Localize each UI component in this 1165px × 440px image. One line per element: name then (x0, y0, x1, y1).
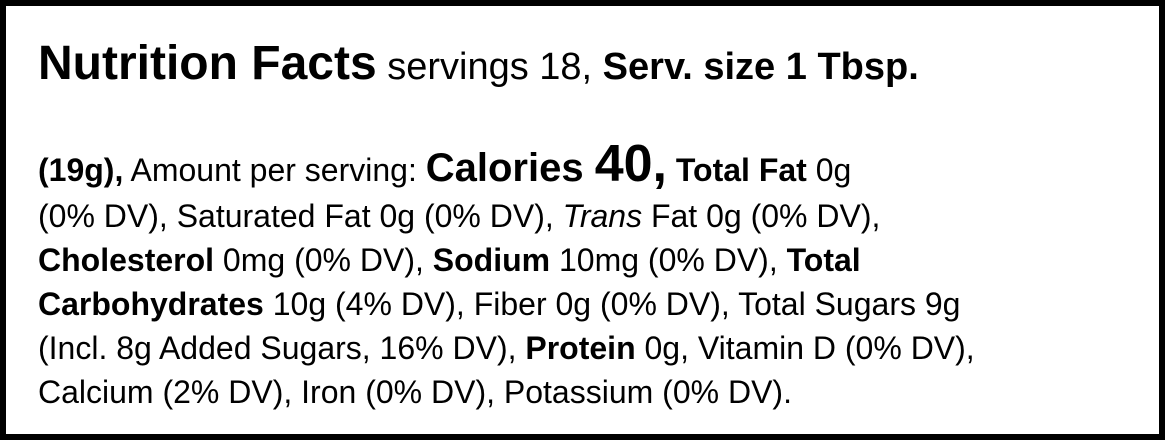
text-segment: Sodium (432, 242, 551, 278)
text-segment: Serv. size 1 Tbsp. (602, 46, 919, 88)
text-segment: 0mg (0% DV), (214, 242, 433, 278)
label-line: (19g), Amount per serving: Calories 40, … (38, 132, 851, 202)
label-line: Nutrition Facts servings 18, Serv. size … (38, 32, 919, 100)
text-segment: Fat 0g (0% DV), (642, 198, 881, 234)
text-segment: (0% DV), Saturated Fat 0g (0% DV), (38, 198, 563, 234)
text-segment: (Incl. 8g Added Sugars, 16% DV), (38, 330, 526, 366)
text-segment: Total Fat (666, 152, 807, 188)
text-segment: 40, (594, 135, 667, 193)
text-segment: Trans (562, 198, 643, 234)
label-line: (0% DV), Saturated Fat 0g (0% DV), Trans… (38, 194, 880, 238)
label-line: Carbohydrates 10g (4% DV), Fiber 0g (0% … (38, 282, 960, 326)
text-segment: Calories (425, 146, 595, 190)
text-segment: (19g), (38, 152, 124, 188)
text-segment: Total (786, 242, 861, 278)
text-segment: 0g (806, 152, 852, 188)
text-segment: Nutrition Facts (38, 37, 377, 90)
label-line: Cholesterol 0mg (0% DV), Sodium 10mg (0%… (38, 238, 861, 282)
label-line: Calcium (2% DV), Iron (0% DV), Potassium… (38, 370, 792, 414)
text-segment: 10g (4% DV), Fiber 0g (0% DV), Total Sug… (263, 286, 961, 322)
label-line: (Incl. 8g Added Sugars, 16% DV), Protein… (38, 326, 975, 370)
text-segment: 0g, Vitamin D (0% DV), (635, 330, 975, 366)
text-segment: Protein (525, 330, 636, 366)
text-segment: 10mg (0% DV), (550, 242, 787, 278)
text-segment: Amount per serving: (123, 152, 426, 188)
text-segment: servings 18, (376, 46, 603, 88)
text-segment: Carbohydrates (38, 286, 264, 322)
text-segment: Calcium (2% DV), Iron (0% DV), Potassium… (38, 374, 792, 410)
text-segment: Cholesterol (38, 242, 215, 278)
